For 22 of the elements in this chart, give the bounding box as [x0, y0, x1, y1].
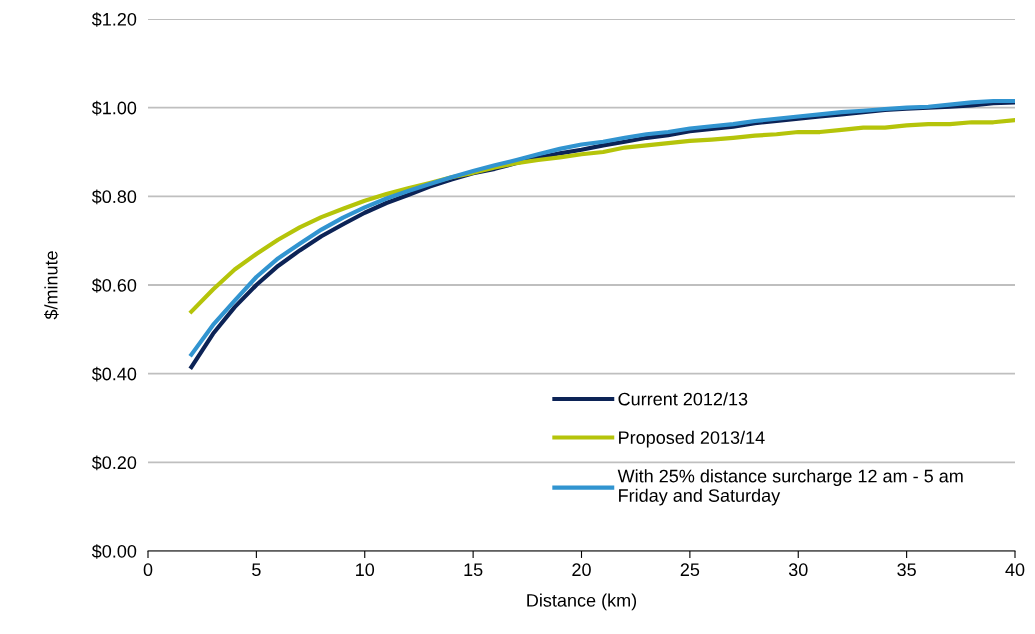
y-tick-label: $0.20 — [91, 455, 137, 471]
x-tick-label: 5 — [252, 563, 261, 577]
x-tick-label: 40 — [1005, 563, 1025, 577]
x-tick-label: 15 — [464, 563, 483, 577]
x-tick-label: 10 — [356, 563, 375, 577]
y-tick-label: $1.20 — [91, 12, 137, 27]
y-axis-title: $/minute — [44, 251, 59, 320]
legend-label: Proposed 2013/14 — [619, 430, 765, 448]
y-tick-label: $1.00 — [91, 100, 137, 116]
x-tick-label: 30 — [788, 563, 808, 577]
x-tick-label: 35 — [897, 563, 916, 577]
line-series — [189, 117, 1015, 314]
y-tick-label: $0.60 — [91, 278, 137, 293]
legend-label: With 25% distance surcharge 12 am - 5 am Friday and Saturday — [617, 469, 963, 506]
x-axis-title: Distance (km) — [527, 593, 637, 611]
x-tick-label: 25 — [680, 563, 700, 577]
y-tick-label: $0.80 — [91, 189, 137, 205]
y-tick-label: $0.40 — [91, 366, 137, 382]
y-tick-label: $0.00 — [91, 544, 137, 559]
legend-label: Current 2012/13 — [618, 392, 748, 406]
x-tick-label: 20 — [572, 563, 591, 577]
x-tick-label: 0 — [143, 563, 153, 577]
